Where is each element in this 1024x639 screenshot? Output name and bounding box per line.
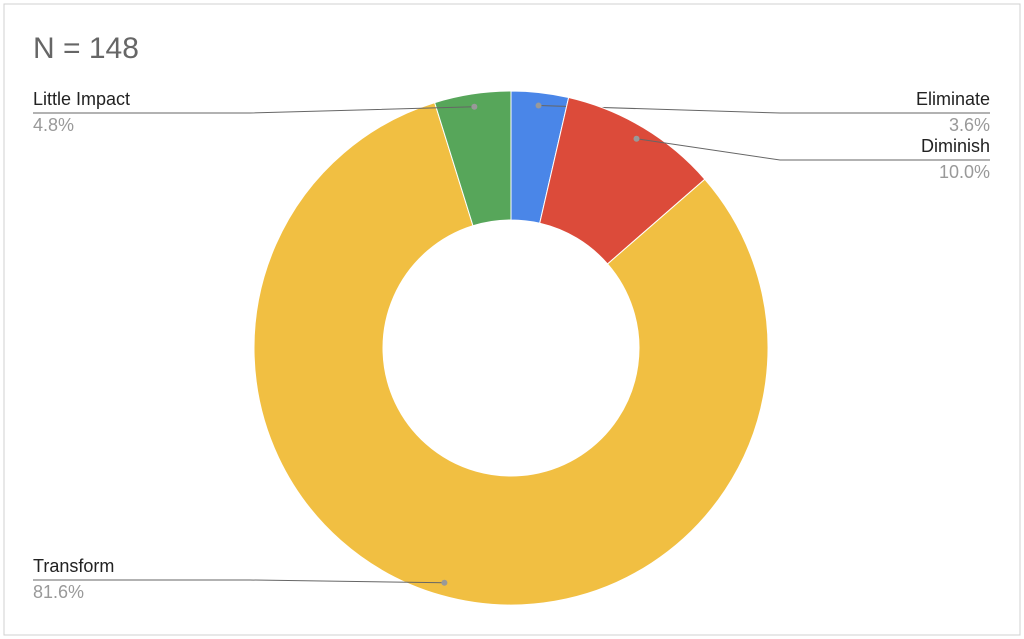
donut-slice: [253, 101, 769, 606]
leader-dot: [471, 103, 478, 110]
slice-label: Transform: [33, 556, 114, 576]
slice-label: Little Impact: [33, 89, 130, 109]
slice-value-label: 81.6%: [33, 582, 84, 602]
slice-label: Eliminate: [916, 89, 990, 109]
slice-label: Diminish: [921, 136, 990, 156]
leader-dot: [535, 102, 542, 109]
slice-value-label: 10.0%: [939, 162, 990, 182]
leader-line: [33, 579, 445, 584]
leader-line: [538, 105, 990, 114]
leader-dot: [441, 579, 448, 586]
donut-slice: [434, 90, 512, 227]
chart-title: N = 148: [33, 32, 139, 65]
leader-line: [33, 106, 475, 114]
slice-value-label: 4.8%: [33, 115, 74, 135]
leader-dot: [633, 135, 640, 142]
slice-value-label: 3.6%: [949, 115, 990, 135]
leader-line: [636, 138, 990, 161]
